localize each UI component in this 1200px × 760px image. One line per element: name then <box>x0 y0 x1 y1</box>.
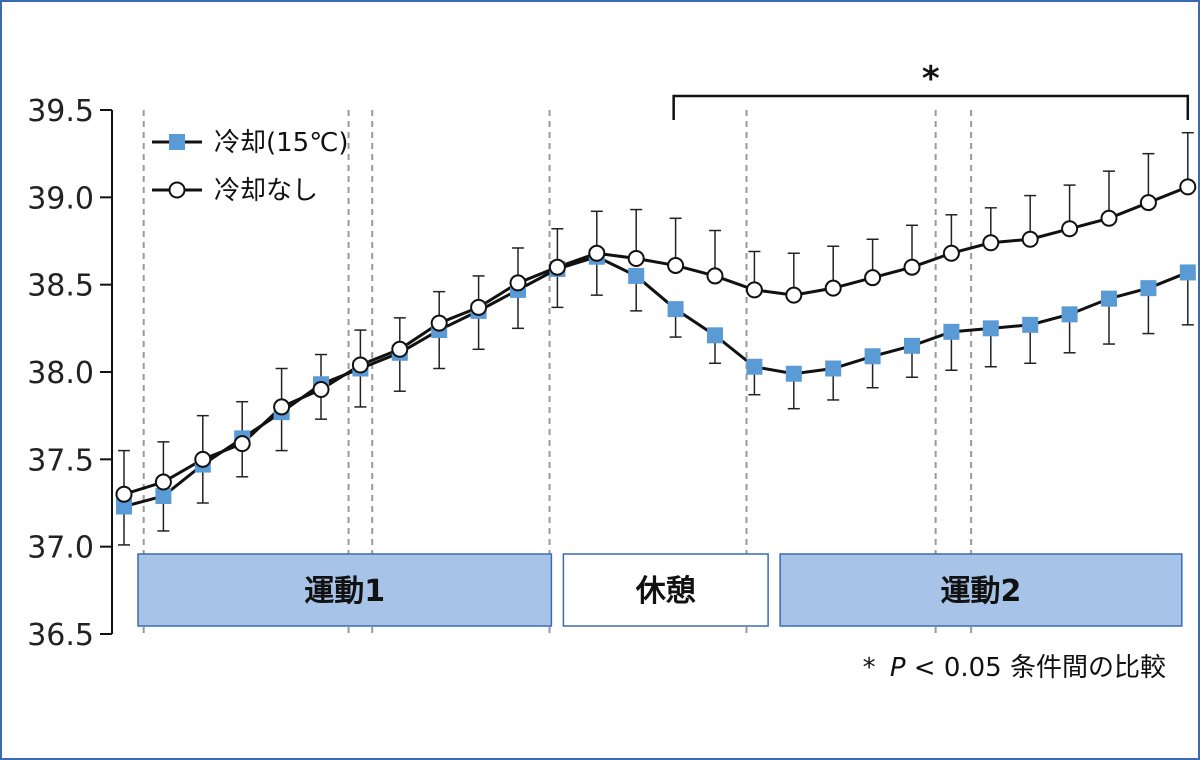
y-tick-label-0: 39.5 <box>27 94 94 129</box>
point-cooling-19 <box>864 348 881 365</box>
legend-marker-cooling <box>169 134 185 150</box>
y-tick-label-6: 36.5 <box>27 618 94 653</box>
point-no-cooling-20 <box>903 258 921 276</box>
significance-bracket: * <box>672 59 1190 120</box>
legend-label-0: 冷却(15℃) <box>214 128 349 158</box>
point-no-cooling-26 <box>1139 194 1157 212</box>
point-no-cooling-4 <box>273 398 291 416</box>
point-no-cooling-18 <box>824 279 842 297</box>
point-no-cooling-1 <box>154 473 172 491</box>
series-line-0 <box>123 255 1189 508</box>
y-tick-label-5: 37.0 <box>27 531 94 566</box>
phase-label-0: 運動1 <box>304 574 385 609</box>
point-no-cooling-21 <box>942 244 960 262</box>
point-no-cooling-25 <box>1100 209 1118 227</box>
y-tick-label-2: 38.5 <box>27 269 94 304</box>
point-no-cooling-22 <box>982 234 1000 252</box>
point-cooling-22 <box>982 320 999 337</box>
note-star: * <box>863 653 876 683</box>
point-no-cooling-11 <box>548 258 566 276</box>
point-no-cooling-12 <box>588 244 606 262</box>
point-cooling-17 <box>785 365 802 382</box>
series-markers <box>115 178 1197 515</box>
point-no-cooling-0 <box>115 485 133 503</box>
point-cooling-20 <box>904 337 920 354</box>
y-axis: 39.5 39.0 38.5 38.0 37.5 37.0 36.5 <box>27 94 113 653</box>
point-no-cooling-14 <box>667 256 685 274</box>
point-no-cooling-16 <box>745 281 763 299</box>
point-cooling-0 <box>116 498 132 515</box>
point-no-cooling-13 <box>627 249 645 267</box>
point-no-cooling-2 <box>194 450 212 468</box>
legend-marker-no-cooling <box>168 181 186 199</box>
point-cooling-24 <box>1061 306 1078 323</box>
phase-label-2: 運動2 <box>941 574 1022 609</box>
phase-bar-0 <box>137 553 553 627</box>
series-line-1 <box>123 185 1189 496</box>
phase-label-1: 休憩 <box>635 574 696 609</box>
significance-bracket-line <box>672 94 1190 120</box>
point-no-cooling-19 <box>864 269 882 287</box>
point-no-cooling-3 <box>233 435 251 453</box>
y-tick-label-4: 37.5 <box>27 443 94 478</box>
point-no-cooling-24 <box>1061 220 1079 238</box>
point-no-cooling-5 <box>312 380 330 398</box>
point-cooling-16 <box>746 358 763 375</box>
point-no-cooling-7 <box>391 340 409 358</box>
point-no-cooling-10 <box>509 274 527 292</box>
point-cooling-1 <box>155 488 172 505</box>
series-lines <box>123 185 1189 508</box>
point-cooling-13 <box>628 267 645 284</box>
point-no-cooling-15 <box>706 267 724 285</box>
significance-star: * <box>922 59 940 99</box>
point-cooling-25 <box>1101 290 1117 307</box>
phase-bar-1 <box>562 553 769 627</box>
point-cooling-14 <box>667 301 684 318</box>
point-no-cooling-17 <box>785 286 803 304</box>
legend: 冷却(15℃) 冷却なし <box>152 128 349 206</box>
note-p: P <box>890 653 906 683</box>
point-no-cooling-23 <box>1021 230 1039 248</box>
y-tick-label-1: 39.0 <box>27 181 94 216</box>
point-cooling-21 <box>943 323 960 340</box>
point-no-cooling-9 <box>470 298 488 316</box>
point-no-cooling-27 <box>1179 178 1197 196</box>
point-no-cooling-8 <box>430 314 448 332</box>
legend-label-1: 冷却なし <box>214 176 318 206</box>
point-cooling-23 <box>1022 316 1039 333</box>
phase-bar-2 <box>779 553 1183 627</box>
note-text: < 0.05 条件間の比較 <box>914 653 1166 683</box>
point-no-cooling-6 <box>351 356 369 374</box>
significance-note: * P < 0.05 条件間の比較 <box>863 653 1166 683</box>
point-cooling-18 <box>825 360 842 377</box>
phase-bars: 運動1 休憩 運動2 <box>137 553 1183 627</box>
point-cooling-27 <box>1179 264 1196 281</box>
point-cooling-26 <box>1140 280 1157 297</box>
y-tick-label-3: 38.0 <box>27 356 94 391</box>
point-cooling-15 <box>707 327 723 344</box>
